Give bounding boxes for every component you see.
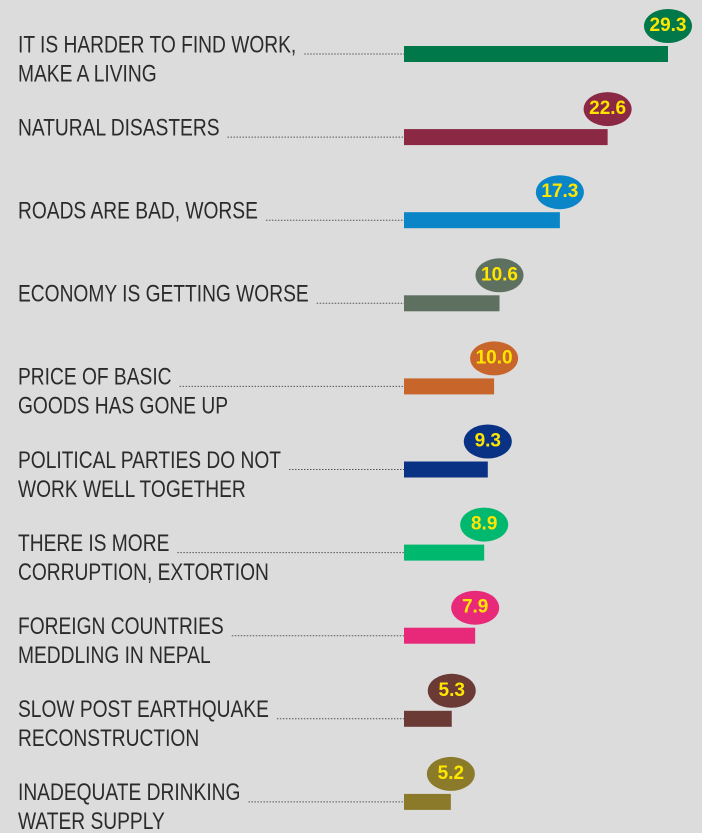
category-line: FOREIGN COUNTRIES — [18, 612, 224, 640]
category-label: ROADS ARE BAD, WORSE — [18, 196, 258, 224]
value-bubble — [427, 673, 476, 708]
value-bubble — [583, 92, 632, 127]
category-line: IT IS HARDER TO FIND WORK, — [18, 30, 296, 58]
value-label: 10.6 — [481, 264, 518, 285]
category-line: PRICE OF BASIC — [18, 363, 172, 391]
bar — [404, 793, 451, 810]
value-bubble — [470, 341, 519, 376]
value-label: 5.3 — [439, 680, 465, 701]
bar — [404, 710, 452, 727]
value-label: 7.9 — [462, 597, 488, 618]
value-bubble — [475, 258, 524, 293]
bar — [404, 46, 668, 62]
value-label: 22.6 — [589, 98, 626, 119]
value-bubble — [451, 590, 500, 625]
category-label: ECONOMY IS GETTING WORSE — [18, 280, 309, 308]
value-label: 10.0 — [476, 347, 513, 368]
value-label: 29.3 — [650, 15, 687, 36]
value-bubble — [535, 175, 584, 210]
bar — [404, 627, 476, 644]
category-line: RECONSTRUCTION — [18, 724, 199, 752]
bar — [404, 461, 488, 478]
category-line: SLOW POST EARTHQUAKE — [18, 695, 269, 723]
value-label: 5.2 — [438, 763, 464, 784]
category-line: GOODS HAS GONE UP — [18, 392, 228, 420]
value-label: 17.3 — [541, 181, 578, 202]
category-line: WORK WELL TOGETHER — [18, 475, 246, 503]
category-line: INADEQUATE DRINKING — [18, 778, 240, 806]
category-line: THERE IS MORE — [18, 529, 169, 557]
value-bubble — [460, 507, 509, 542]
category-line: WATER SUPPLY — [18, 807, 165, 833]
bar — [404, 544, 485, 561]
value-bubble — [426, 756, 475, 791]
category-line: POLITICAL PARTIES DO NOT — [18, 446, 281, 474]
category-line: ECONOMY IS GETTING WORSE — [18, 280, 309, 308]
bar — [404, 129, 608, 146]
category-line: MAKE A LIVING — [18, 59, 157, 87]
value-bubble — [643, 9, 692, 43]
bar — [404, 212, 560, 229]
value-bubble — [463, 424, 512, 459]
category-line: CORRUPTION, EXTORTION — [18, 558, 269, 586]
category-label: NATURAL DISASTERS — [18, 113, 220, 141]
category-line: MEDDLING IN NEPAL — [18, 641, 211, 669]
bar — [404, 378, 495, 395]
bar — [404, 295, 500, 312]
category-label: IT IS HARDER TO FIND WORK,MAKE A LIVING — [18, 30, 296, 87]
value-label: 8.9 — [471, 514, 497, 535]
category-line: NATURAL DISASTERS — [18, 113, 220, 141]
value-label: 9.3 — [475, 431, 501, 452]
category-line: ROADS ARE BAD, WORSE — [18, 196, 258, 224]
